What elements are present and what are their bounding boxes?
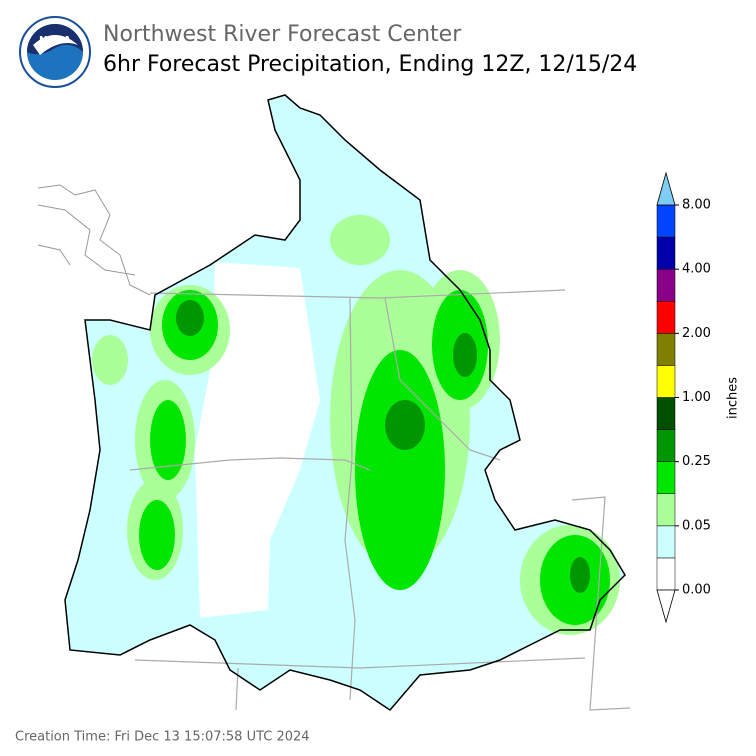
dry-area bbox=[195, 262, 320, 618]
colorbar-tick-label: 0.05 bbox=[682, 518, 711, 533]
colorbar-segment bbox=[656, 397, 676, 430]
colorbar-segment bbox=[656, 333, 676, 366]
colorbar-segment bbox=[656, 268, 676, 302]
colorbar-segment bbox=[656, 204, 676, 238]
colorbar-over bbox=[656, 171, 676, 206]
map bbox=[37, 94, 631, 711]
colorbar-segment bbox=[656, 429, 676, 462]
colorbar-segment bbox=[656, 301, 676, 334]
colorbar: 0.00 0.05 0.25 1.00 2.00 4.00 8.00 bbox=[656, 171, 711, 624]
colorbar-tick-label: 1.00 bbox=[682, 390, 711, 405]
state-borders bbox=[129, 289, 631, 711]
logo-text: NOAA bbox=[39, 35, 71, 46]
colorbar-segment bbox=[656, 493, 676, 527]
heavy-precip bbox=[176, 300, 590, 593]
noaa-logo: NOAA bbox=[19, 16, 91, 88]
colorbar-under bbox=[656, 589, 676, 624]
subtitle: 6hr Forecast Precipitation, Ending 12Z, … bbox=[103, 52, 637, 77]
colorbar-tick-label: 8.00 bbox=[682, 198, 711, 213]
colorbar-segment bbox=[656, 236, 676, 270]
coastline bbox=[37, 184, 151, 296]
colorbar-tick-label: 4.00 bbox=[682, 262, 711, 277]
colorbar-segment bbox=[656, 557, 676, 591]
title: Northwest River Forecast Center bbox=[103, 22, 462, 47]
colorbar-segment bbox=[656, 365, 676, 398]
colorbar-tick-label: 2.00 bbox=[682, 326, 711, 341]
colorbar-tick-label: 0.25 bbox=[682, 454, 711, 469]
colorbar-segment bbox=[656, 461, 676, 494]
basin-outline bbox=[64, 94, 626, 711]
creation-time: Creation Time: Fri Dec 13 15:07:58 UTC 2… bbox=[15, 730, 310, 745]
colorbar-segment bbox=[656, 525, 676, 559]
colorbar-tick-label: 0.00 bbox=[682, 583, 711, 598]
colorbar-label: inches bbox=[726, 377, 741, 419]
